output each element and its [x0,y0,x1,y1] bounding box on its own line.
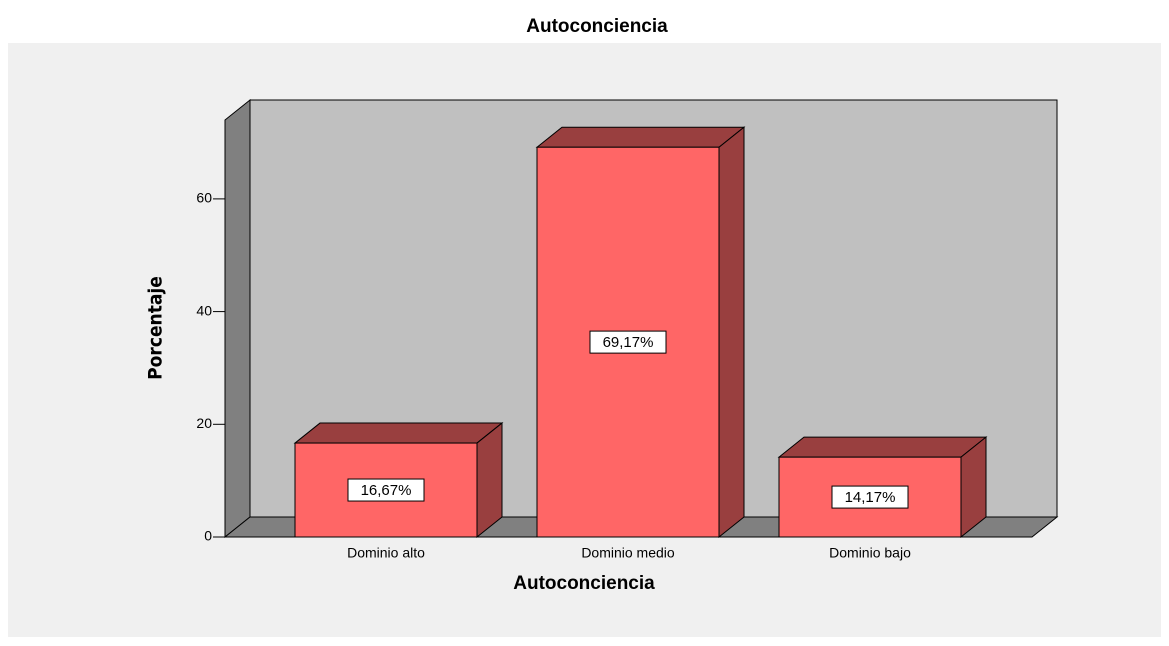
bar-top [535,126,746,148]
y-tick-label: 20 [196,415,212,431]
value-label-box [831,485,909,509]
value-label: 16,67% [361,482,412,499]
y-tick-label: 0 [204,528,212,544]
y-tick-label: 60 [196,190,212,206]
x-tick-label: Dominio bajo [829,545,911,561]
value-label-box [347,478,425,502]
value-label: 14,17% [845,489,896,506]
bar-side [476,422,503,539]
value-label: 69,17% [603,334,654,351]
value-label-box [589,330,667,354]
y-axis-title: Porcentaje [145,276,167,380]
left-wall [224,98,251,539]
x-axis-title: Autoconciencia [513,573,655,594]
chart-title: Autoconciencia [526,16,668,37]
y-tick-label: 40 [196,302,212,318]
x-tick-label: Dominio alto [347,545,425,561]
bar-top [293,422,504,444]
bar-top [777,436,988,458]
bar-side [718,126,745,539]
x-tick-label: Dominio medio [581,545,675,561]
